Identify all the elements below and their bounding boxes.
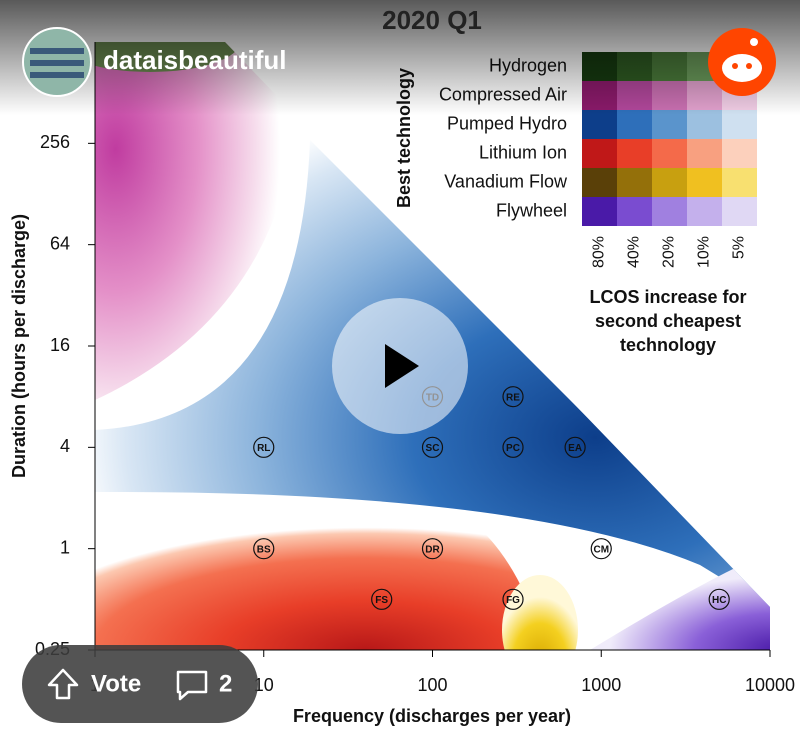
point-marker: [253, 538, 275, 560]
x-tick-label: 1000: [581, 675, 621, 695]
legend-caption: LCOS increase for: [589, 287, 746, 307]
point-label: RE: [506, 392, 520, 403]
point-label: HC: [712, 595, 726, 606]
legend-swatch: [617, 168, 652, 197]
legend-swatch: [687, 168, 722, 197]
legend-column-label: 10%: [696, 236, 713, 268]
y-tick-label: 4: [60, 436, 70, 456]
legend-swatch: [687, 139, 722, 168]
legend-swatch: [582, 168, 617, 197]
point-marker: [708, 588, 730, 610]
comment-icon[interactable]: [176, 670, 208, 701]
y-tick-label: 1: [60, 537, 70, 557]
y-tick-label: 64: [50, 233, 70, 253]
chart-title: 2020 Q1: [382, 5, 482, 35]
point-label: PC: [506, 443, 520, 454]
legend-swatch: [687, 197, 722, 226]
legend-column-label: 20%: [661, 236, 678, 268]
legend-caption: second cheapest: [595, 311, 741, 331]
point-label: DR: [425, 544, 440, 555]
vote-label[interactable]: Vote: [91, 670, 141, 697]
subreddit-header[interactable]: dataisbeautiful: [22, 27, 286, 97]
legend-swatch: [652, 168, 687, 197]
point-marker: [421, 538, 444, 560]
y-tick-label: 16: [50, 335, 70, 355]
legend-swatch: [652, 197, 687, 226]
point-label: EA: [568, 443, 582, 454]
point-label: FS: [375, 595, 388, 606]
point-marker: [590, 538, 612, 560]
points: RLBSTDRESCPCEADRCMFSFGHC: [253, 386, 730, 610]
subreddit-name[interactable]: dataisbeautiful: [103, 45, 286, 75]
x-tick-label: 10: [254, 675, 274, 695]
legend-label: Lithium Ion: [479, 142, 567, 162]
legend-caption: technology: [620, 335, 716, 355]
play-button[interactable]: [332, 298, 468, 434]
point-marker: [421, 436, 444, 458]
legend-label: Vanadium Flow: [444, 171, 568, 191]
legend-label: Pumped Hydro: [447, 113, 567, 133]
point-label: CM: [593, 544, 609, 555]
y-axis-label: Duration (hours per discharge): [9, 214, 29, 478]
legend-swatch: [617, 139, 652, 168]
point-label: RL: [257, 443, 270, 454]
legend-column-label: 80%: [591, 236, 608, 268]
point-label: FG: [506, 595, 520, 606]
comment-count[interactable]: 2: [219, 670, 232, 697]
legend-column-label: 40%: [626, 236, 643, 268]
point-marker: [502, 588, 524, 610]
top-shade: [0, 0, 800, 115]
point-marker: [502, 436, 524, 458]
point-marker: [253, 436, 275, 458]
legend-column-label: 5%: [731, 236, 748, 259]
point-marker: [564, 436, 586, 458]
upvote-icon[interactable]: [47, 668, 79, 700]
y-tick-label: 256: [40, 132, 70, 152]
x-axis-label: Frequency (discharges per year): [293, 706, 571, 726]
point-marker: [502, 386, 524, 408]
legend-label: Flywheel: [496, 200, 567, 220]
legend-swatch: [722, 197, 757, 226]
point-marker: [371, 588, 393, 610]
point-label: SC: [426, 443, 440, 454]
reddit-logo[interactable]: [708, 28, 776, 96]
legend-swatch: [582, 197, 617, 226]
x-tick-label: 100: [417, 675, 447, 695]
vote-bar[interactable]: Vote 2: [22, 645, 258, 723]
legend-swatch: [617, 197, 652, 226]
legend-swatch: [722, 168, 757, 197]
x-tick-label: 10000: [745, 675, 795, 695]
legend-swatch: [652, 139, 687, 168]
legend-swatch: [582, 139, 617, 168]
point-label: BS: [257, 544, 271, 555]
legend-swatch: [722, 139, 757, 168]
